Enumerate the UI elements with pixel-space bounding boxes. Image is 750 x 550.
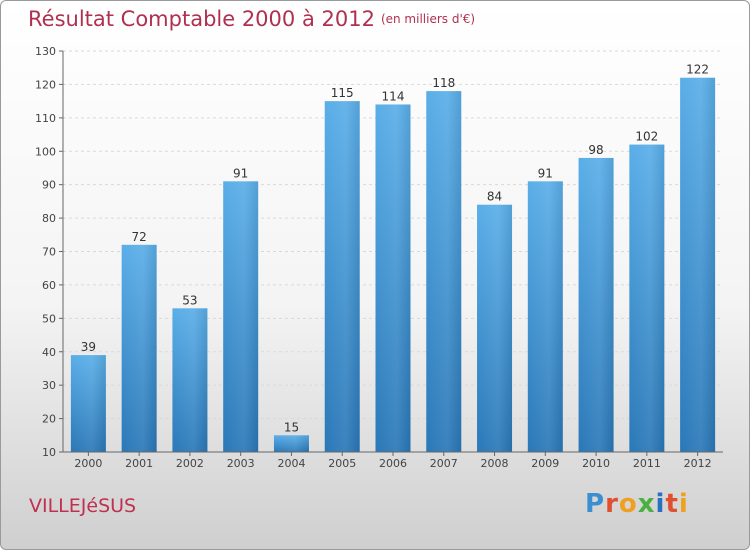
y-tick-label: 50 <box>42 312 56 325</box>
y-tick-label: 120 <box>35 78 56 91</box>
bar-value-label: 98 <box>588 143 603 157</box>
y-tick-label: 110 <box>35 112 56 125</box>
bar-shine <box>121 244 157 452</box>
bar-shine <box>172 308 208 452</box>
chart-title-text: Résultat Comptable 2000 à 2012 <box>28 7 375 31</box>
x-tick-label: 2001 <box>125 457 153 470</box>
bar-value-label: 15 <box>284 420 299 434</box>
logo-letter: i <box>678 489 689 519</box>
chart-unit: (en milliers d'€) <box>380 12 476 26</box>
bar-value-label: 118 <box>432 76 455 90</box>
bar-shine <box>375 104 411 452</box>
bar-shine <box>578 157 614 452</box>
logo-letter: t <box>665 489 679 519</box>
x-tick-label: 2002 <box>176 457 204 470</box>
x-tick-label: 2012 <box>684 457 712 470</box>
logo-letter: x <box>637 489 656 519</box>
y-tick-label: 40 <box>42 346 56 359</box>
bar-chart: 39 72 53 91 15 115 114 118 84 91 98 102 122 10 20 30 40… <box>35 45 723 470</box>
town-name: VILLEJéSUS <box>29 495 137 517</box>
y-tick-label: 80 <box>42 212 56 225</box>
bar-value-label: 84 <box>487 190 502 204</box>
bar-shine <box>70 355 106 452</box>
logo-letter: P <box>585 489 606 519</box>
bar-value-label: 115 <box>331 86 354 100</box>
bar-shine <box>324 101 360 452</box>
y-tick-label: 100 <box>35 145 56 158</box>
bar-shine <box>477 204 513 452</box>
x-tick-label: 2006 <box>379 457 407 470</box>
bar-value-label: 72 <box>132 230 147 244</box>
bar-shine <box>426 91 462 452</box>
y-tick-label: 60 <box>42 279 56 292</box>
y-tick-label: 20 <box>42 413 56 426</box>
x-tick-label: 2007 <box>430 457 458 470</box>
chart-title: Résultat Comptable 2000 à 2012 (en millie… <box>28 7 475 31</box>
x-tick-label: 2003 <box>227 457 255 470</box>
y-tick-label: 70 <box>42 246 56 259</box>
y-tick-label: 30 <box>42 379 56 392</box>
x-tick-label: 2011 <box>633 457 661 470</box>
x-tick-label: 2010 <box>582 457 610 470</box>
y-tick-label: 10 <box>42 446 56 459</box>
bar-shine <box>629 144 665 453</box>
y-tick-label: 130 <box>35 45 56 58</box>
logo-letter: o <box>618 489 638 519</box>
bar-value-label: 114 <box>382 89 405 103</box>
x-tick-label: 2009 <box>531 457 559 470</box>
x-tick-label: 2005 <box>328 457 356 470</box>
bar-value-label: 91 <box>233 166 248 180</box>
bar-value-label: 39 <box>81 340 96 354</box>
proxiti-logo: Proxiti <box>585 489 689 519</box>
logo-letter: r <box>605 489 619 519</box>
bar-shine <box>680 77 716 452</box>
bar-shine <box>273 435 309 452</box>
x-tick-label: 2000 <box>74 457 102 470</box>
y-tick-label: 90 <box>42 179 56 192</box>
x-tick-label: 2004 <box>277 457 305 470</box>
bar-value-label: 122 <box>686 63 709 77</box>
bar-value-label: 91 <box>538 166 553 180</box>
bar-shine <box>223 181 259 452</box>
bar-value-label: 102 <box>635 130 658 144</box>
logo-letter: i <box>655 489 666 519</box>
x-tick-label: 2008 <box>481 457 509 470</box>
bar-shine <box>527 181 563 452</box>
bar-value-label: 53 <box>182 293 197 307</box>
